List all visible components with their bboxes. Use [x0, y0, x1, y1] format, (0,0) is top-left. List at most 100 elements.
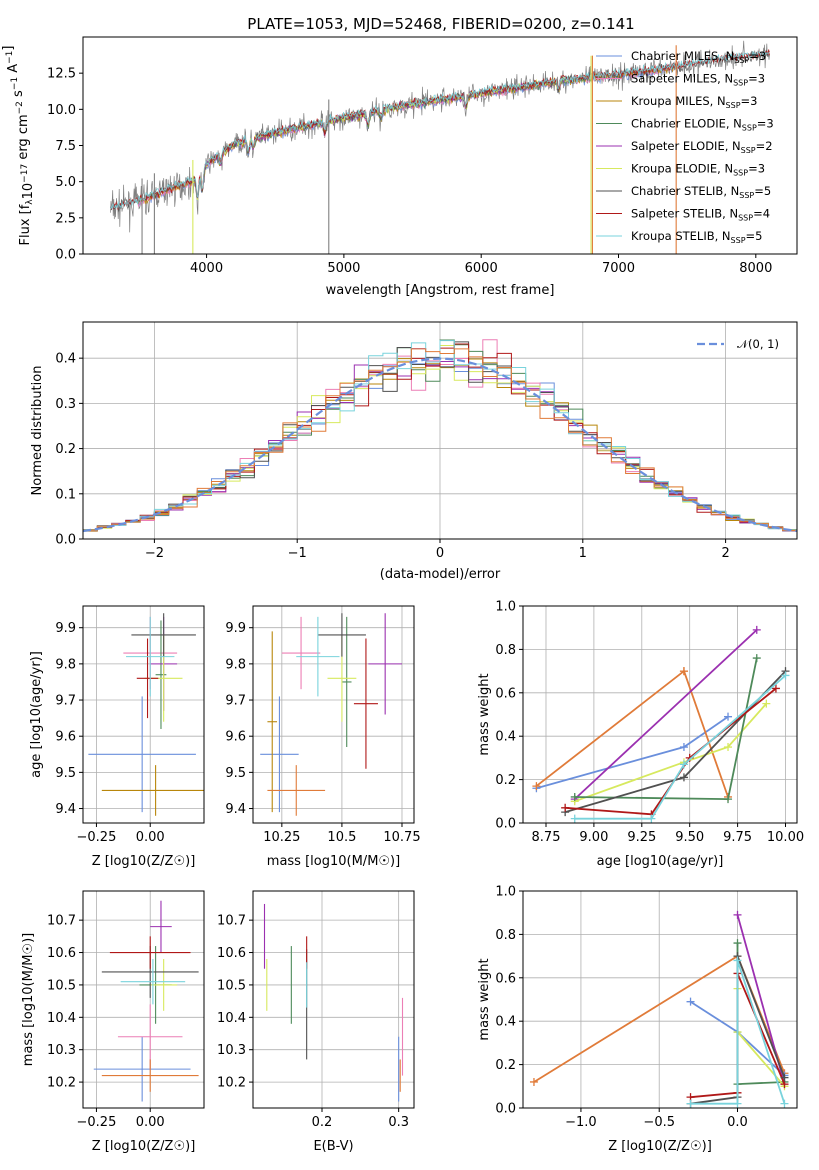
ytick-label: 9.8 [225, 657, 246, 672]
ytick-label: 1.0 [495, 885, 516, 900]
legend-label: Chabrier STELIB, NSSP=5 [631, 184, 771, 200]
xtick-label: 10.5 [327, 830, 356, 845]
xtick-label: 10.00 [767, 830, 804, 845]
y-axis-label-part: −17 [20, 164, 30, 183]
ytick-label: 9.8 [55, 657, 76, 672]
ytick-label: 10.6 [217, 946, 246, 961]
panel-age_vs_Z [83, 606, 204, 823]
y-axis-label-part: 10 [21, 183, 36, 200]
errorbars [88, 613, 204, 816]
y-axis-label-part: −1 [10, 77, 20, 90]
xtick-label: −1 [288, 546, 307, 561]
legend-label-sub: SSP [738, 214, 753, 223]
ytick-label: 10.3 [217, 1043, 246, 1058]
x-axis-label: E(B-V) [313, 1139, 353, 1154]
weight-line [690, 960, 786, 1105]
model-line [137, 65, 674, 205]
y-axis-label-part: f [18, 204, 33, 209]
ytick-label: 7.5 [55, 139, 76, 154]
legend-label: Kroupa MILES, NSSP=3 [631, 94, 757, 110]
weight-marker [752, 625, 761, 634]
ytick-label: 0.6 [495, 686, 516, 701]
ytick-label: 10.4 [217, 1011, 246, 1026]
axes-residuals: −2 −1 0 1 2 0.0 0.1 0.2 0.3 0.4 [55, 321, 798, 561]
legend-label: Chabrier MILES, NSSP=3 [631, 49, 766, 65]
weight-marker [570, 792, 579, 801]
weight-marker [679, 743, 688, 752]
ytick-label: 9.4 [225, 802, 246, 817]
xtick-label: 2 [721, 546, 729, 561]
y-axis-label: mass weight [477, 958, 492, 1040]
weight-marker [647, 814, 656, 823]
weight-marker [561, 803, 570, 812]
ytick-label: 0.0 [495, 1102, 516, 1117]
weight-marker [686, 997, 695, 1006]
y-axis-label-part: erg cm [16, 114, 31, 163]
legend-label-eq: =5 [746, 229, 763, 243]
ytick-label: 9.5 [55, 766, 76, 781]
ytick-label: 0.4 [55, 352, 76, 367]
ytick-label: 0.0 [55, 533, 76, 548]
legend-label-sub: SSP [726, 101, 741, 110]
x-axis-label: Z [log10(Z/Z☉)] [92, 854, 196, 869]
axes-frame [252, 605, 415, 824]
xtick-label: 0.0 [727, 1115, 748, 1130]
errorbars [93, 900, 199, 1102]
weight-marker [532, 782, 541, 791]
weight-marker [733, 939, 742, 948]
errorbars [263, 903, 404, 1102]
panel-mass_vs_EBV [253, 891, 414, 1108]
axes-frame [82, 605, 205, 824]
ytick-label: 10.5 [217, 978, 246, 993]
ytick-label: 9.4 [55, 802, 76, 817]
xtick-label: −0.5 [643, 1115, 675, 1130]
y-axis-label: age [log10(age/yr)] [29, 651, 44, 778]
y-axis-label-part: λ [25, 199, 35, 205]
legend-label-name: Chabrier ELODIE, N [631, 117, 742, 131]
legend-label-eq: =3 [757, 117, 774, 131]
figure-title: PLATE=1053, MJD=52468, FIBERID=0200, z=0… [247, 15, 634, 33]
y-axis-label: Normed distribution [30, 366, 45, 496]
legend-label-name: Kroupa ELODIE, N [631, 162, 733, 176]
ytick-label: 10.3 [47, 1043, 76, 1058]
xtick-label: 0.2 [312, 1115, 333, 1130]
ytick-label: 10.6 [47, 946, 76, 961]
ytick-label: 9.6 [225, 730, 246, 745]
weight-marker [724, 795, 733, 804]
panel-weight_vs_Z [523, 890, 797, 1109]
weight-marker [724, 743, 733, 752]
x-axis-label: (data-model)/error [380, 567, 501, 582]
x-axis-label: Z [log10(Z/Z☉)] [92, 1139, 196, 1154]
ytick-label: 9.7 [225, 694, 246, 709]
ytick-label: 10.7 [47, 914, 76, 929]
weight-lines [529, 910, 789, 1108]
legend-label-sub: SSP [742, 124, 757, 133]
xtick-label: −2 [145, 546, 164, 561]
legend-label: Salpeter ELODIE, NSSP=2 [631, 139, 773, 155]
axes-weight_vs_age: 8.75 9.00 9.25 9.50 9.75 10.00 0.0 0.2 0.4 0.6 0.8… [495, 600, 804, 846]
legend-label: Kroupa ELODIE, NSSP=3 [631, 162, 765, 178]
ytick-label: 10.7 [217, 914, 246, 929]
legend-label-eq: =3 [749, 49, 766, 63]
histograms [83, 339, 797, 534]
legend-label-sub: SSP [733, 79, 748, 88]
model-line [192, 74, 592, 199]
weight-line [535, 669, 729, 798]
legend-label-name: Kroupa MILES, N [631, 94, 726, 108]
xtick-label: 4000 [190, 261, 223, 276]
axes-spectrum: 4000 5000 6000 7000 8000 0.0 2.5 5.0 7.5 10.0 12.5 [47, 36, 798, 276]
weight-line [564, 670, 787, 813]
legend-label-sub: SSP [739, 191, 754, 200]
legend-label-name: Salpeter ELODIE, N [631, 139, 741, 153]
ytick-label: 9.9 [55, 621, 76, 636]
weight-lines [532, 625, 790, 823]
model-line [110, 50, 770, 210]
ytick-label: 0.4 [495, 1015, 516, 1030]
xtick-label: 8.75 [532, 830, 561, 845]
ytick-label: 0.8 [495, 928, 516, 943]
y-axis-label-part: ] [1, 46, 16, 51]
ytick-label: 9.9 [225, 621, 246, 636]
xtick-label: 9.75 [723, 830, 752, 845]
legend-label: Salpeter STELIB, NSSP=4 [631, 207, 770, 223]
